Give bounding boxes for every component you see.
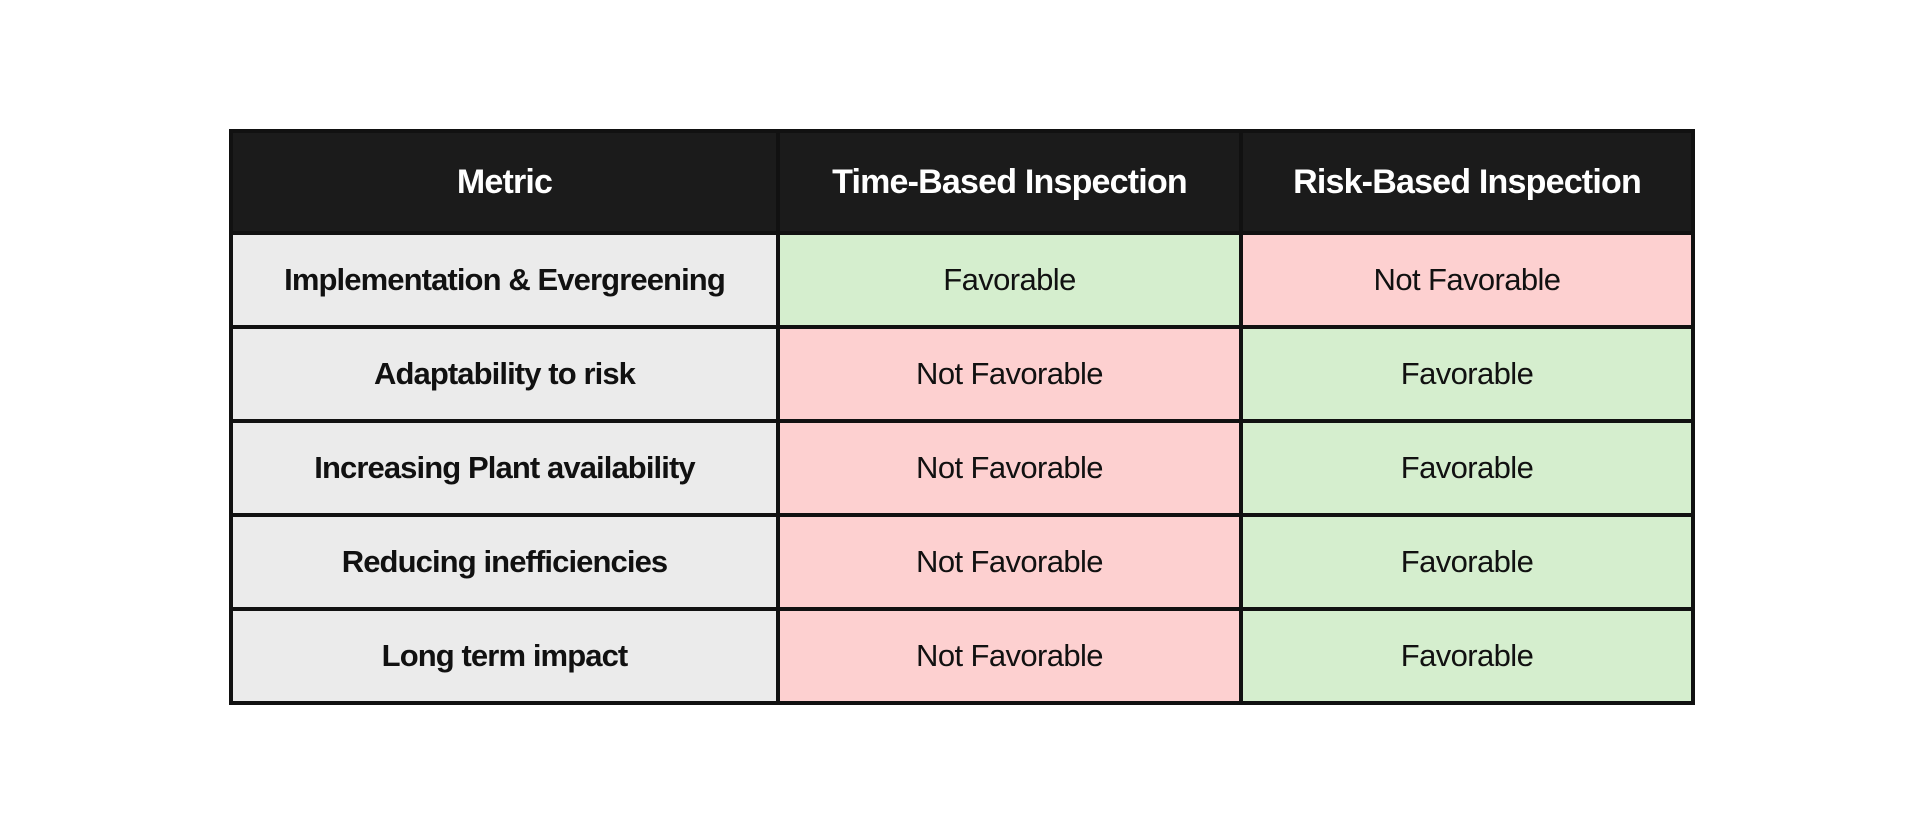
metric-cell: Increasing Plant availability [229,419,780,517]
table-row: Reducing inefficiencies Not Favorable Fa… [229,513,1695,611]
risk-based-rating-cell: Favorable [1239,419,1695,517]
risk-based-rating-cell: Favorable [1239,513,1695,611]
metric-cell: Adaptability to risk [229,325,780,423]
risk-based-rating-cell: Favorable [1239,607,1695,705]
time-based-rating-cell: Favorable [776,231,1243,329]
risk-based-rating-cell: Favorable [1239,325,1695,423]
time-based-rating-cell: Not Favorable [776,607,1243,705]
header-time-based-inspection: Time-Based Inspection [776,129,1243,235]
time-based-rating-cell: Not Favorable [776,325,1243,423]
metric-cell: Reducing inefficiencies [229,513,780,611]
time-based-rating-cell: Not Favorable [776,513,1243,611]
header-metric: Metric [229,129,780,235]
header-risk-based-inspection: Risk-Based Inspection [1239,129,1695,235]
risk-based-rating-cell: Not Favorable [1239,231,1695,329]
metric-cell: Implementation & Evergreening [229,231,780,329]
time-based-rating-cell: Not Favorable [776,419,1243,517]
table-row: Implementation & Evergreening Favorable … [229,231,1695,329]
table-row: Increasing Plant availability Not Favora… [229,419,1695,517]
comparison-table: Metric Time-Based Inspection Risk-Based … [229,129,1695,705]
metric-cell: Long term impact [229,607,780,705]
table-row: Adaptability to risk Not Favorable Favor… [229,325,1695,423]
comparison-table-container: Metric Time-Based Inspection Risk-Based … [229,129,1695,705]
table-row: Long term impact Not Favorable Favorable [229,607,1695,705]
table-header-row: Metric Time-Based Inspection Risk-Based … [229,129,1695,235]
